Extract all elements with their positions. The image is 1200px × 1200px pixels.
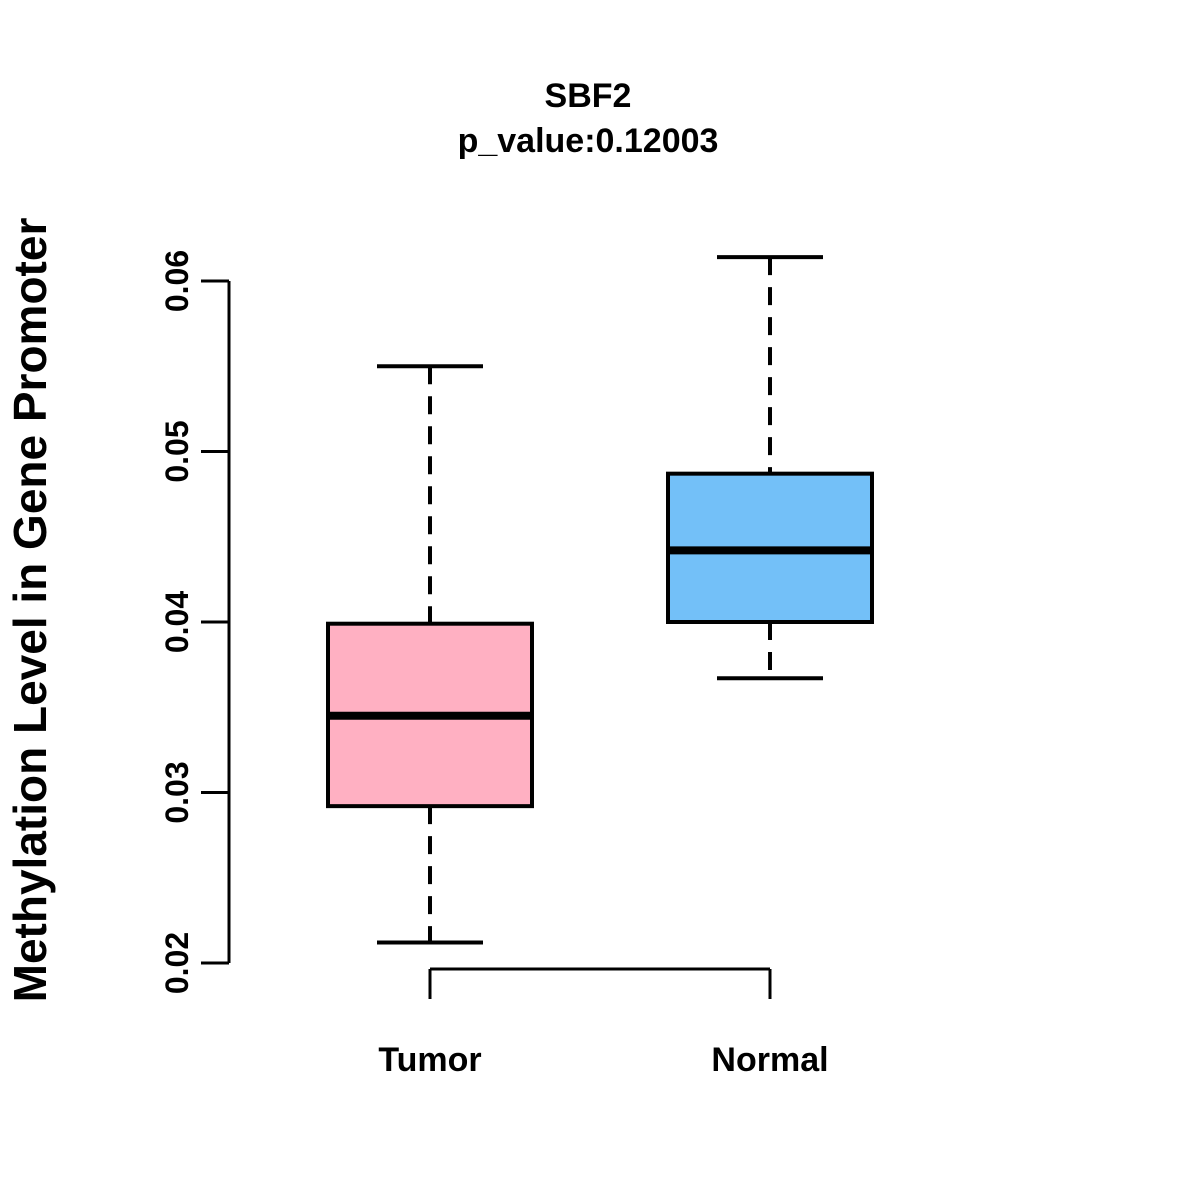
y-tick-label: 0.04 — [159, 591, 195, 653]
y-tick-label: 0.06 — [159, 250, 195, 312]
category-label-tumor: Tumor — [378, 1041, 481, 1079]
y-tick-label: 0.05 — [159, 420, 195, 482]
category-label-normal: Normal — [711, 1041, 828, 1079]
chart-subtitle: p_value:0.12003 — [458, 122, 719, 160]
plot-area: 0.06 0.05 0.04 0.03 0.02 Tumor Normal — [159, 250, 874, 1079]
y-axis-label: Methylation Level in Gene Promoter — [4, 218, 56, 1003]
y-tick-label: 0.03 — [159, 761, 195, 823]
chart-title: SBF2 — [545, 77, 632, 115]
y-tick-label: 0.02 — [159, 932, 195, 994]
